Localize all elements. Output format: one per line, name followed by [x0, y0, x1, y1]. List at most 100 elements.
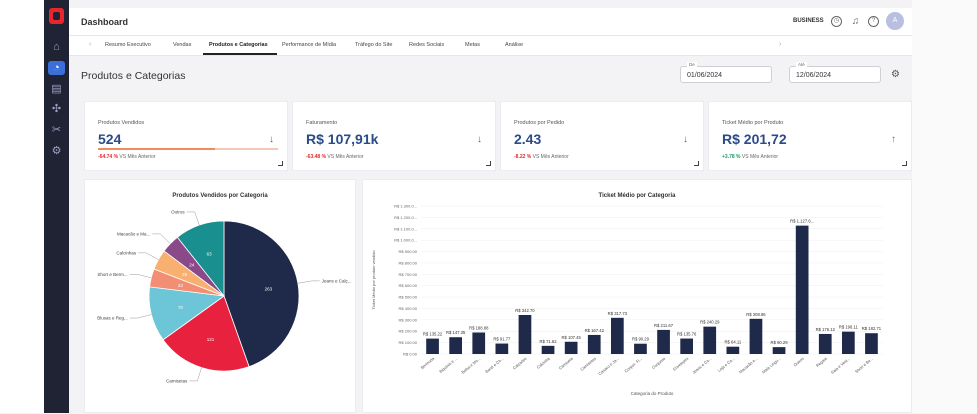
tab-vendas[interactable]: Vendas [173, 42, 192, 48]
tab-performance[interactable]: Performance de Mídia [282, 42, 337, 48]
kpi-progress-bar [98, 148, 278, 150]
clock-icon[interactable]: ◷ [831, 16, 842, 27]
bar[interactable] [495, 343, 509, 354]
pie-category-label: Macacão e Ma... [117, 231, 150, 236]
tab-analise[interactable]: Análise [505, 42, 524, 48]
date-to-field[interactable]: Até 12/06/2024 [789, 62, 881, 83]
tab-redes[interactable]: Redes Sociais [409, 42, 445, 48]
pie-leader-line [138, 252, 159, 260]
kpi-card-produtos-vendidos: Produtos Vendidos 524 ↓ -64.74 % VS Mês … [84, 101, 288, 171]
brand-logo[interactable] [49, 8, 64, 24]
pie-leader-line [189, 367, 202, 382]
kpi-delta: -64.74 % VS Mês Anterior [98, 154, 156, 160]
resize-handle-icon[interactable] [278, 161, 283, 166]
y-tick-label: R$ 700.00 [399, 272, 418, 277]
x-tick-label: Conjun. Fi... [623, 356, 643, 374]
x-tick-label: Outros [792, 356, 804, 368]
bar[interactable] [587, 334, 601, 354]
y-tick-label: R$ 1.300.0... [394, 204, 417, 209]
arrow-up-icon: ↑ [891, 134, 896, 145]
bar-value-label: R$ 91.77 [493, 337, 511, 342]
arrow-down-icon: ↓ [683, 134, 688, 145]
date-from-field[interactable]: De 01/06/2024 [680, 62, 772, 83]
pie-value-label: 121 [207, 337, 215, 342]
app-title: Dashboard [81, 17, 129, 27]
bar-value-label: R$ 176.12 [816, 327, 836, 332]
y-tick-label: R$ 500.00 [399, 295, 418, 300]
bar[interactable] [703, 326, 717, 354]
tab-trafego[interactable]: Tráfego do Site [355, 42, 393, 48]
bar[interactable] [449, 337, 463, 354]
bar[interactable] [726, 346, 740, 354]
resize-handle-icon[interactable] [902, 161, 907, 166]
kpi-delta: -63.48 % VS Mês Anterior [306, 154, 364, 160]
kpi-card-produtos-por-pedido: Produtos por Pedido 2.43 ↓ -8.22 % VS Mê… [500, 101, 704, 171]
gear-icon[interactable]: ⚙ [891, 69, 900, 80]
page-title: Produtos e Categorias [81, 70, 186, 82]
pie-slice[interactable] [176, 220, 225, 298]
pie-category-label: Calcinhas [116, 250, 137, 255]
dashboard-icon[interactable]: ◔ [48, 61, 65, 75]
x-tick-label: Saia e Vest... [830, 356, 851, 375]
tabs-scroll-left-icon[interactable]: ‹ [89, 41, 92, 48]
bar[interactable] [657, 329, 670, 354]
tab-produtos[interactable]: Produtos e Categorias [209, 42, 268, 48]
kpi-value: 2.43 [514, 131, 542, 147]
bell-icon[interactable]: ♫ [851, 16, 860, 27]
bar[interactable] [865, 333, 878, 354]
bar[interactable] [818, 333, 832, 354]
bar-chart-title: Ticket Médio por Categoria [598, 193, 676, 199]
network-icon[interactable]: ✣ [51, 103, 62, 115]
y-axis-label: Ticket Médio por produto vendido [371, 250, 376, 310]
y-tick-label: R$ 100.00 [399, 340, 418, 345]
bar[interactable] [841, 331, 855, 354]
chart-icon[interactable]: ▤ [51, 83, 62, 95]
business-label[interactable]: BUSINESS [793, 18, 824, 24]
bar-value-label: R$ 308.86 [746, 312, 766, 317]
bar[interactable] [610, 317, 624, 354]
bar[interactable] [634, 343, 647, 354]
kpi-card-faturamento: Faturamento R$ 107,91k ↓ -63.48 % VS Mês… [292, 101, 496, 171]
bar[interactable] [749, 318, 763, 354]
settings-icon[interactable]: ⚙ [51, 145, 62, 157]
kpi-progress-fill [98, 148, 215, 150]
resize-handle-icon[interactable] [486, 161, 491, 166]
bar[interactable] [472, 332, 486, 354]
bar-value-label: R$ 147.35 [446, 330, 466, 335]
bar[interactable] [518, 314, 532, 354]
pie-slice[interactable] [162, 295, 250, 372]
avatar[interactable]: A [886, 12, 904, 30]
bar-value-label: R$ 1.127.6... [790, 219, 814, 224]
tab-resumo[interactable]: Resumo Executivo [105, 42, 151, 48]
bar[interactable] [564, 341, 578, 354]
bar[interactable] [795, 225, 809, 354]
kpi-delta-suffix: VS Mês Anterior [532, 154, 569, 160]
bar[interactable] [680, 338, 694, 354]
kpi-value: R$ 107,91k [306, 131, 379, 147]
x-tick-label: Biquínis e ... [438, 356, 458, 374]
x-tick-label: Regata [815, 355, 829, 368]
kpi-card-ticket-medio: Ticket Médio por Produto R$ 201,72 ↑ +3.… [708, 101, 912, 171]
x-tick-label: Macacão e... [738, 356, 759, 375]
bar-value-label: R$ 317.73 [608, 311, 628, 316]
pie-category-label: Blusas e Reg... [97, 316, 128, 321]
bar[interactable] [541, 345, 555, 354]
tools-icon[interactable]: ✂ [51, 124, 62, 136]
bar[interactable] [426, 338, 439, 354]
home-icon[interactable]: ⌂ [53, 41, 60, 53]
bar[interactable] [772, 347, 786, 354]
tabs-scroll-right-icon[interactable]: › [779, 41, 782, 48]
arrow-down-icon: ↓ [477, 134, 482, 145]
resize-handle-icon[interactable] [694, 161, 699, 166]
help-icon[interactable]: ? [868, 16, 879, 27]
pie-chart-panel: Produtos Vendidos por Categoria 263 Jeans… [84, 179, 356, 413]
kpi-title: Produtos Vendidos [98, 120, 145, 126]
date-from-value: 01/06/2024 [687, 72, 723, 79]
pie-leader-line [152, 233, 171, 244]
kpi-delta-suffix: VS Mês Anterior [741, 154, 779, 160]
bar-value-label: R$ 135.22 [423, 332, 443, 337]
tab-metas[interactable]: Metas [465, 42, 480, 48]
left-margin [0, 0, 44, 413]
pie-leader-line [186, 211, 200, 226]
pie-category-label: Jeans e Calç... [322, 278, 352, 283]
